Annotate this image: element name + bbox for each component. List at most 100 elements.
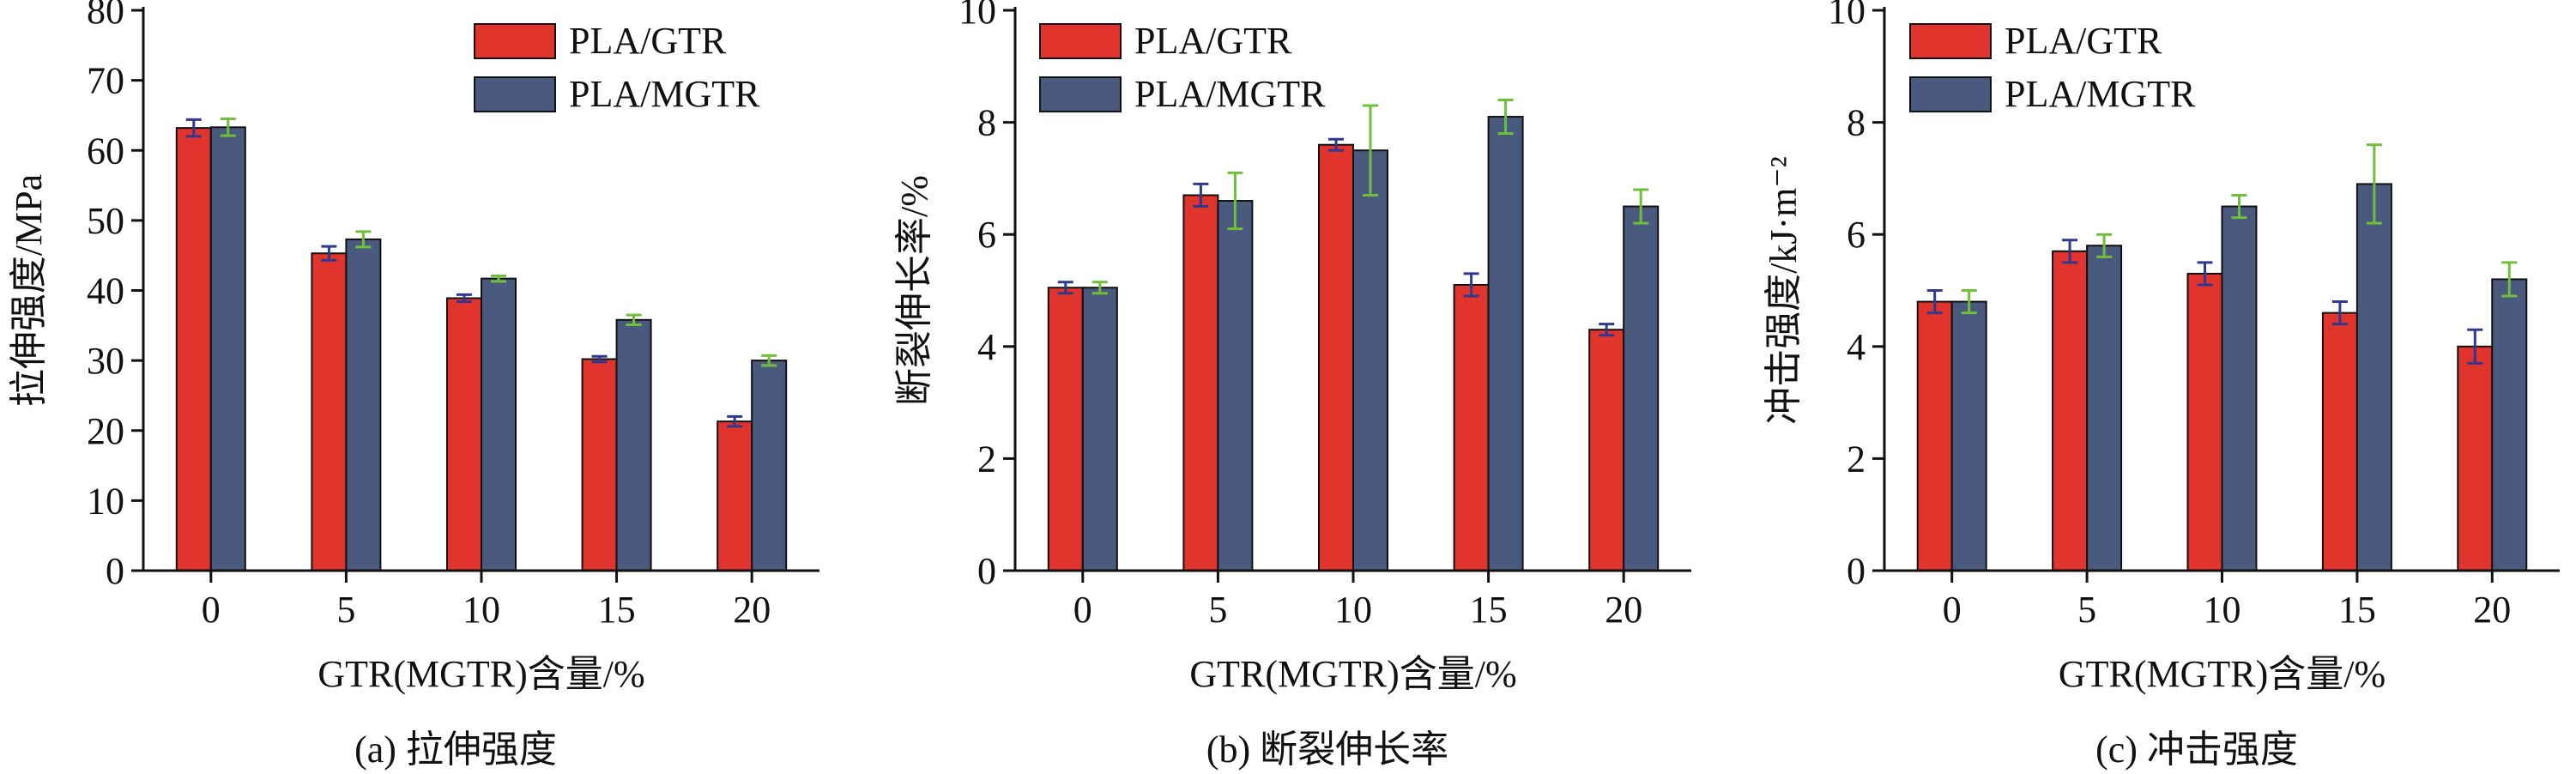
y-tick-label: 6 bbox=[1847, 214, 1865, 256]
error-bar-gtr-15 bbox=[591, 354, 608, 364]
legend-swatch-gtr bbox=[1039, 23, 1122, 59]
y-tick-label: 8 bbox=[1847, 102, 1865, 144]
error-bar-gtr-15 bbox=[2331, 300, 2348, 326]
bar-gtr-15 bbox=[581, 358, 618, 571]
error-bar-mgtr-20 bbox=[761, 354, 777, 367]
bar-mgtr-5 bbox=[1217, 200, 1254, 572]
y-tick-label: 0 bbox=[106, 550, 124, 592]
bar-mgtr-10 bbox=[2221, 205, 2258, 572]
chart-panel-2: 0 2 4 6 8 10 0 5 10 15 20 GTR(MGTR)含量/% 断裂伸长率/% (b) 断… bbox=[893, 0, 1691, 771]
legend-label: PLA/MGTR bbox=[2005, 73, 2196, 115]
bar-gtr-5 bbox=[1182, 194, 1219, 572]
error-bar-gtr-0 bbox=[1926, 289, 1943, 315]
x-tick-label: 15 bbox=[1470, 589, 1508, 631]
legend: PLA/GTR PLA/MGTR bbox=[1039, 20, 1326, 115]
y-tick-label: 10 bbox=[87, 480, 124, 522]
bar-mgtr-10 bbox=[1352, 149, 1388, 571]
error-bar-gtr-10 bbox=[457, 293, 472, 304]
bar-gtr-5 bbox=[311, 252, 348, 571]
bar-gtr-0 bbox=[1047, 287, 1084, 571]
error-bar-mgtr-5 bbox=[2096, 233, 2113, 258]
y-tick-label: 4 bbox=[1847, 326, 1865, 368]
panel-caption: (a) 拉伸强度 bbox=[354, 729, 557, 771]
x-tick-label: 0 bbox=[202, 589, 221, 631]
y-tick-label: 4 bbox=[977, 326, 996, 368]
bar-mgtr-5 bbox=[345, 238, 382, 571]
error-bar-mgtr-20 bbox=[1633, 188, 1649, 225]
y-tick-label: 30 bbox=[87, 340, 124, 382]
legend-label: PLA/MGTR bbox=[1134, 73, 1326, 115]
error-bar-mgtr-5 bbox=[1227, 171, 1243, 231]
bar-mgtr-20 bbox=[2491, 278, 2528, 571]
x-tick-label: 0 bbox=[1943, 589, 1962, 631]
error-bar-gtr-20 bbox=[1599, 323, 1615, 337]
x-tick-label: 15 bbox=[2338, 589, 2376, 631]
bar-gtr-5 bbox=[2052, 250, 2089, 571]
bar-gtr-0 bbox=[1916, 300, 1953, 571]
x-tick-label: 5 bbox=[2077, 589, 2096, 631]
legend-label: PLA/GTR bbox=[2005, 20, 2162, 62]
error-bar-mgtr-10 bbox=[491, 274, 506, 283]
bar-gtr-10 bbox=[446, 297, 482, 571]
bar-gtr-15 bbox=[2321, 311, 2358, 571]
chart-panel-3: 0 2 4 6 8 10 0 5 10 15 20 GTR(MGTR)含量/% 冲击强度/kJ·m⁻² (… bbox=[1763, 0, 2560, 771]
legend-label: PLA/GTR bbox=[1134, 20, 1292, 62]
legend-swatch-gtr bbox=[1909, 23, 1992, 59]
error-bar-mgtr-0 bbox=[1961, 289, 1977, 315]
y-axis-title: 拉伸强度/MPa bbox=[8, 174, 50, 407]
y-tick-label: 80 bbox=[87, 0, 124, 32]
y-tick-label: 10 bbox=[958, 0, 996, 32]
bar-mgtr-15 bbox=[2355, 183, 2392, 571]
y-tick-label: 70 bbox=[87, 60, 124, 102]
x-tick-label: 5 bbox=[336, 589, 355, 631]
x-tick-label: 5 bbox=[1208, 589, 1227, 631]
error-bar-gtr-5 bbox=[321, 245, 337, 262]
y-tick-label: 50 bbox=[87, 200, 124, 242]
x-tick-label: 20 bbox=[2473, 589, 2511, 631]
error-bar-mgtr-0 bbox=[1091, 281, 1108, 295]
error-bar-mgtr-20 bbox=[2501, 261, 2518, 298]
error-bar-gtr-5 bbox=[1193, 182, 1209, 209]
panel-caption: (b) 断裂伸长率 bbox=[1206, 729, 1448, 771]
y-tick-label: 0 bbox=[1847, 550, 1865, 592]
bar-gtr-20 bbox=[1588, 329, 1625, 571]
bar-gtr-20 bbox=[717, 420, 753, 572]
error-bar-gtr-20 bbox=[2467, 328, 2483, 365]
bar-mgtr-0 bbox=[1081, 287, 1118, 571]
bar-gtr-0 bbox=[175, 127, 212, 571]
x-axis-title: GTR(MGTR)含量/% bbox=[2059, 653, 2386, 695]
legend-swatch-mgtr bbox=[1039, 76, 1122, 112]
x-tick-label: 10 bbox=[1334, 589, 1372, 631]
error-bar-mgtr-15 bbox=[626, 313, 642, 326]
error-bar-mgtr-15 bbox=[2366, 143, 2382, 225]
error-bar-mgtr-15 bbox=[1497, 98, 1514, 136]
error-bar-gtr-15 bbox=[1463, 272, 1479, 298]
y-tick-label: 8 bbox=[977, 102, 996, 144]
x-tick-label: 20 bbox=[733, 589, 771, 631]
error-bar-mgtr-10 bbox=[1363, 104, 1378, 197]
legend: PLA/GTR PLA/MGTR bbox=[474, 20, 760, 115]
panel-caption: (c) 冲击强度 bbox=[2095, 729, 2298, 771]
legend-label: PLA/GTR bbox=[569, 20, 727, 62]
x-tick-label: 15 bbox=[598, 589, 636, 631]
legend-label: PLA/MGTR bbox=[569, 73, 760, 115]
y-tick-label: 10 bbox=[1828, 0, 1865, 32]
y-tick-label: 2 bbox=[1847, 438, 1865, 480]
legend: PLA/GTR PLA/MGTR bbox=[1909, 20, 2196, 115]
bar-mgtr-20 bbox=[1623, 205, 1660, 572]
legend-swatch-mgtr bbox=[1909, 76, 1992, 112]
error-bar-mgtr-5 bbox=[355, 230, 372, 249]
error-bar-gtr-5 bbox=[2062, 239, 2078, 264]
bar-mgtr-0 bbox=[1950, 300, 1987, 571]
error-bar-gtr-10 bbox=[1328, 137, 1344, 152]
x-axis-title: GTR(MGTR)含量/% bbox=[1189, 653, 1516, 695]
legend-swatch-mgtr bbox=[474, 76, 556, 112]
bar-gtr-10 bbox=[1318, 143, 1354, 571]
y-tick-label: 40 bbox=[87, 270, 124, 312]
bar-mgtr-0 bbox=[209, 126, 246, 572]
y-tick-label: 6 bbox=[977, 214, 996, 256]
y-axis-title: 断裂伸长率/% bbox=[893, 175, 935, 406]
y-tick-label: 20 bbox=[87, 410, 124, 452]
y-axis-title: 冲击强度/kJ·m⁻² bbox=[1763, 156, 1805, 425]
